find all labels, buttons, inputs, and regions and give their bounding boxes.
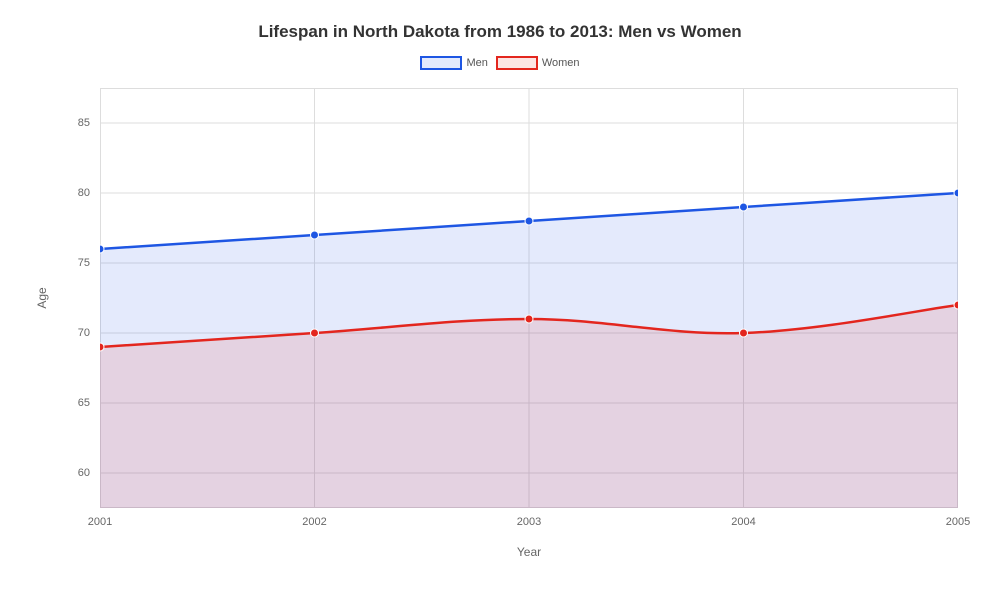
y-tick-label: 70 <box>78 327 90 339</box>
x-axis-label: Year <box>517 545 541 559</box>
legend-item-men: Men <box>420 56 487 70</box>
chart-title: Lifespan in North Dakota from 1986 to 20… <box>0 22 1000 42</box>
x-tick-label: 2003 <box>517 516 541 528</box>
marker-women <box>954 301 958 309</box>
legend-label-men: Men <box>466 57 487 69</box>
x-tick-label: 2002 <box>302 516 326 528</box>
legend-swatch-women <box>496 56 538 70</box>
x-tick-label: 2005 <box>946 516 970 528</box>
marker-men <box>525 217 533 225</box>
y-tick-label: 60 <box>78 467 90 479</box>
legend: Men Women <box>0 56 1000 70</box>
marker-women <box>311 329 319 337</box>
plot-area <box>100 88 958 508</box>
x-tick-label: 2001 <box>88 516 112 528</box>
marker-women <box>100 343 104 351</box>
y-tick-label: 85 <box>78 117 90 129</box>
legend-item-women: Women <box>496 56 580 70</box>
chart-svg <box>100 88 958 508</box>
marker-men <box>311 231 319 239</box>
y-tick-label: 80 <box>78 187 90 199</box>
marker-women <box>525 315 533 323</box>
x-tick-label: 2004 <box>731 516 755 528</box>
marker-men <box>100 245 104 253</box>
y-tick-label: 65 <box>78 397 90 409</box>
legend-swatch-men <box>420 56 462 70</box>
legend-label-women: Women <box>542 57 580 69</box>
marker-men <box>954 189 958 197</box>
marker-women <box>740 329 748 337</box>
marker-men <box>740 203 748 211</box>
y-axis-label: Age <box>35 287 49 308</box>
y-tick-label: 75 <box>78 257 90 269</box>
